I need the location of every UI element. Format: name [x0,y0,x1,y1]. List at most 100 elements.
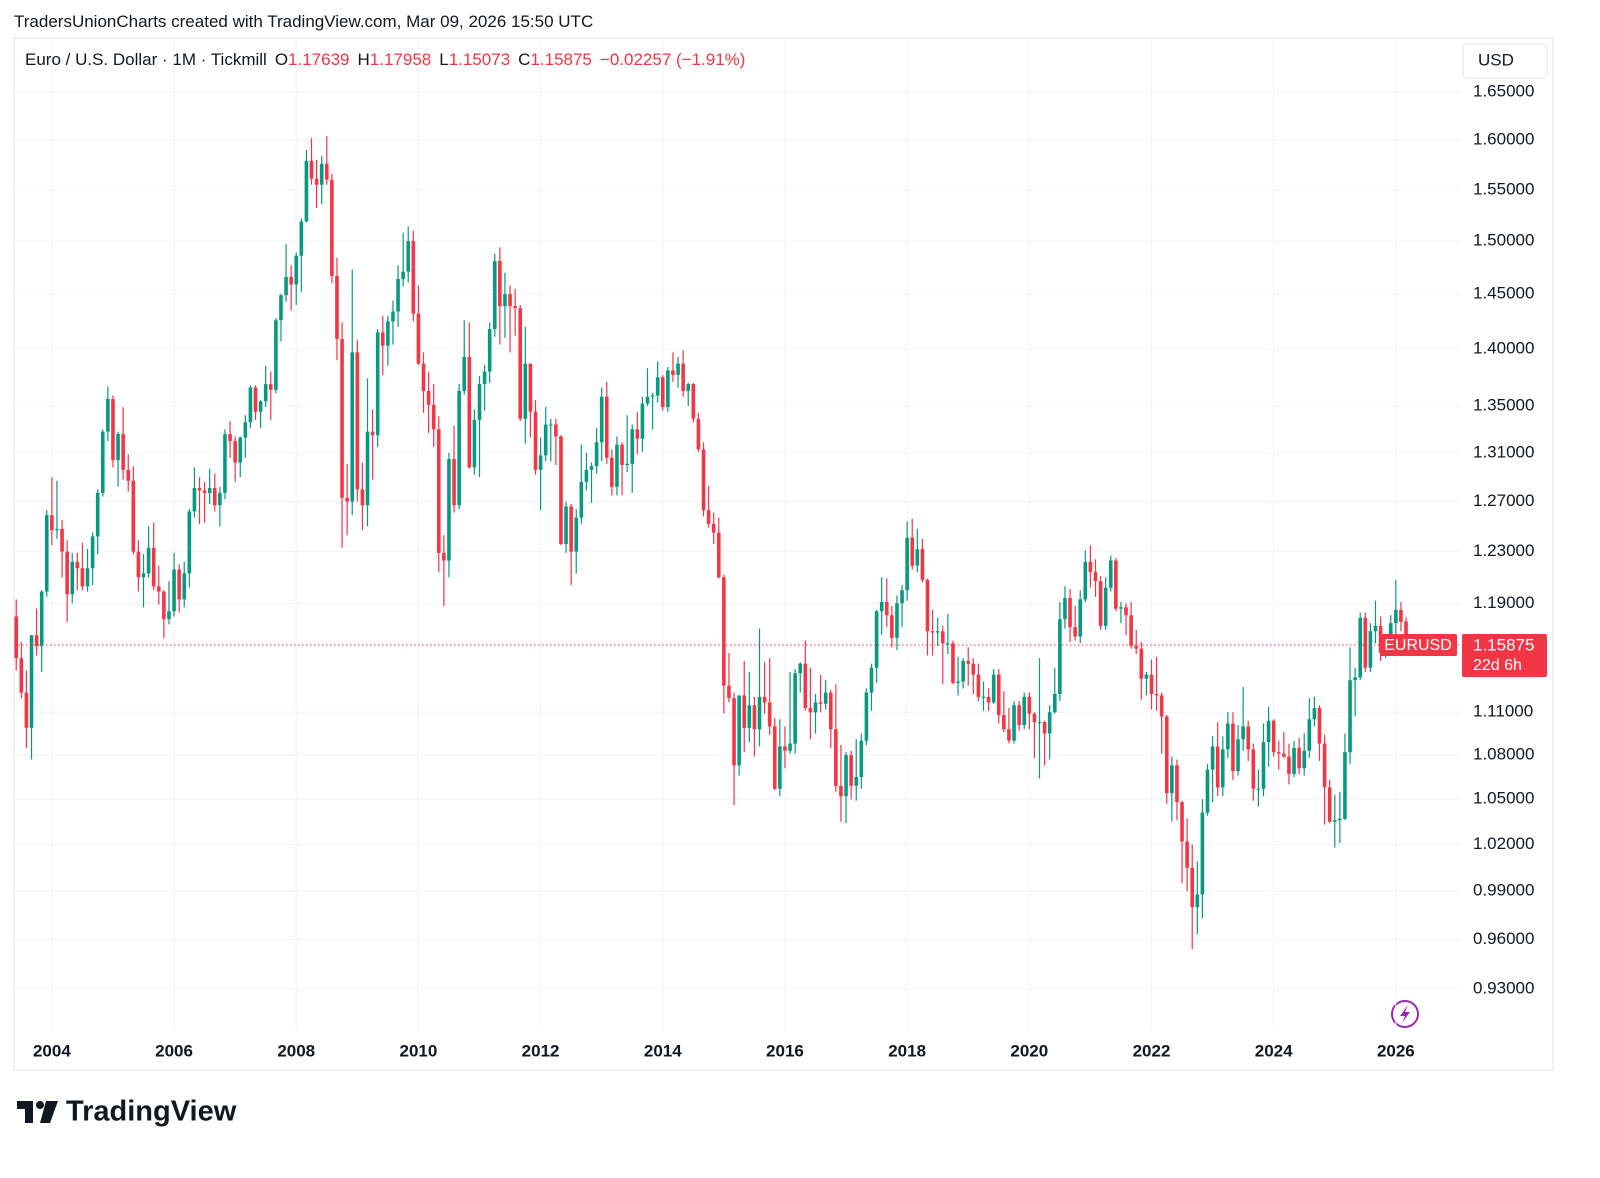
candle-body [95,492,100,537]
candle-body [584,469,589,482]
candle-body [788,743,792,751]
candle-body [1287,756,1291,775]
candle-body [579,481,584,518]
candle-body [635,429,640,439]
candle-body [574,517,579,552]
candle-body [167,611,171,620]
lightning-icon[interactable] [1391,1000,1419,1028]
candle-body [793,673,797,744]
candle-body [197,488,202,491]
candle-body [1073,627,1077,637]
candle-body [121,434,125,470]
x-tick-label: 2022 [1133,1041,1171,1060]
candle-body [594,442,599,467]
candle-body [375,332,380,436]
candle-body [1119,607,1123,609]
candle-body [1180,802,1184,842]
candle-body [660,377,665,408]
candle-body [1159,695,1164,717]
candle-body [808,708,813,713]
candle-body [1394,609,1398,624]
candle-body [248,387,253,423]
candle-body [162,591,166,620]
candle-body [90,536,95,569]
candle-body [1292,747,1296,775]
candles [14,136,1408,950]
candle-body [1338,818,1342,821]
ohlc-value: 1.17958 [369,50,432,69]
candle-body [813,702,818,713]
y-tick-label: 0.99000 [1473,881,1534,900]
candle-body [289,276,293,285]
candle-body [691,384,696,419]
candle-body [523,363,528,419]
y-tick-label: 1.35000 [1473,395,1534,414]
candle-body [1348,680,1352,753]
candle-body [299,221,304,256]
candle-body [1022,696,1027,725]
candle-body [29,635,34,728]
candle-body [1317,708,1322,744]
candle-body [452,458,456,506]
currency-box[interactable] [1462,43,1548,79]
candle-body [564,506,568,544]
currency: USD [1478,50,1514,69]
candle-body [1404,621,1408,645]
y-tick-label: 1.60000 [1473,130,1534,149]
candle-body [1063,598,1067,620]
candle-body [1256,788,1261,790]
candle-body [111,399,115,461]
candle-body [182,573,187,600]
candle-body [696,418,701,450]
candle-body [747,705,752,728]
candle-body [207,488,212,493]
candle-body [498,261,502,307]
candle-body [345,497,349,502]
candle-body [146,547,151,574]
candle-body [879,602,884,612]
price-tag [1462,633,1547,677]
candle-body [172,569,176,612]
candle-body [421,363,426,391]
candle-body [19,658,24,693]
price-tag-value: 1.15875 [1473,635,1534,654]
candle-body [701,449,706,511]
candle-body [391,311,395,322]
symbol-title: Euro / U.S. Dollar · 1M · Tickmill [25,50,267,69]
candle-body [1399,609,1403,622]
candle-body [386,321,390,346]
candle-body [1368,631,1373,668]
candle-body [1068,598,1072,628]
x-tick-label: 2008 [277,1041,315,1060]
ohlc-value: 1.15875 [530,50,592,69]
x-tick-label: 2014 [644,1041,682,1060]
candle-body [839,785,843,797]
countdown: 22d 6h [1473,657,1522,674]
candle-body [218,492,222,506]
candle-body [477,384,482,420]
candle-body [844,755,848,797]
candle-body [1083,561,1088,600]
candle-body [1261,742,1266,789]
x-tick-label: 2020 [1010,1041,1048,1060]
candle-body [930,631,935,633]
y-tick-label: 1.23000 [1473,541,1534,560]
candle-body [268,384,273,390]
x-tick-label: 2016 [766,1041,804,1060]
candle-body [1170,765,1174,794]
candle-body [1007,729,1011,741]
y-tick-label: 1.08000 [1473,745,1534,764]
x-tick-label: 2026 [1377,1041,1415,1060]
candle-body [1017,705,1021,725]
y-tick-label: 0.96000 [1473,929,1534,948]
candle-body [447,458,451,561]
candle-body [1088,561,1093,573]
y-tick-label: 1.19000 [1473,593,1534,612]
y-tick-label: 1.65000 [1473,81,1534,100]
candle-body [126,469,131,481]
candle-body [538,455,543,470]
candle-body [528,363,533,412]
candle-body [1322,743,1327,788]
candle-body [671,370,675,375]
candle-body [141,573,146,578]
